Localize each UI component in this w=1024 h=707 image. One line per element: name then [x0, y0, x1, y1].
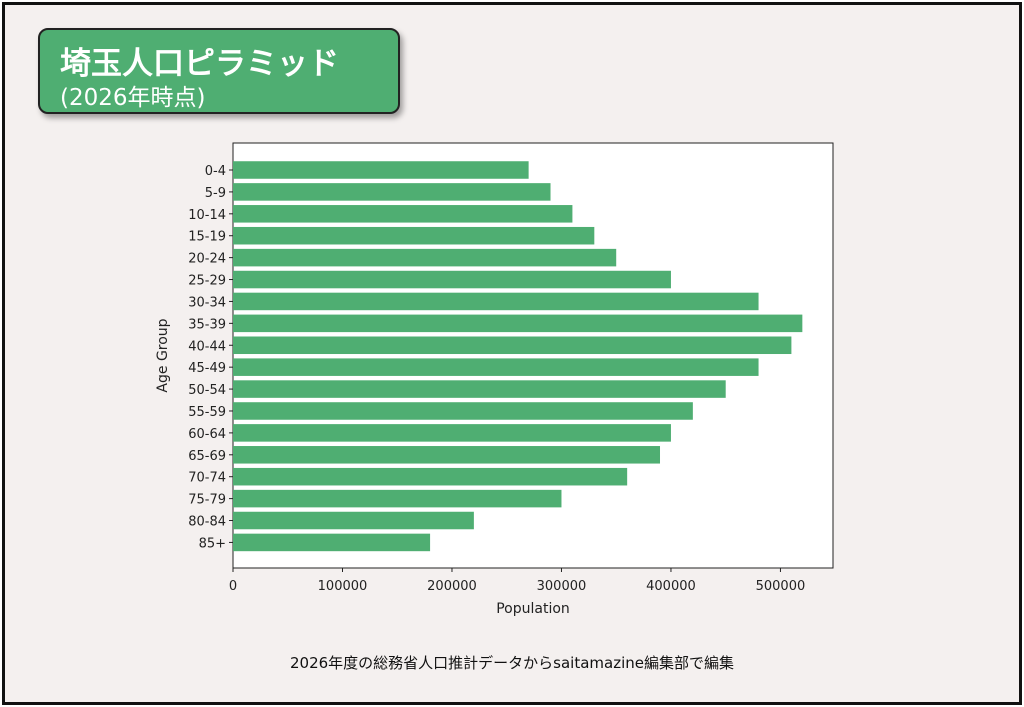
bar-70-74 [233, 467, 628, 486]
title-box: 埼玉人口ピラミッド (2026年時点) [38, 28, 400, 114]
x-tick-label: 300000 [537, 579, 587, 594]
y-tick-label: 65-69 [188, 449, 226, 464]
y-tick-label: 75-79 [188, 493, 226, 508]
y-tick-label: 70-74 [188, 471, 226, 486]
x-tick-label: 200000 [427, 579, 477, 594]
bar-40-44 [233, 336, 792, 355]
y-axis-label: Age Group [155, 318, 171, 392]
y-tick-label: 45-49 [188, 361, 226, 376]
y-tick-label: 80-84 [188, 515, 226, 530]
y-tick-label: 0-4 [205, 164, 226, 179]
bar-35-39 [233, 314, 803, 333]
source-note: 2026年度の総務省人口推計データからsaitamazine編集部で編集 [289, 654, 734, 672]
chart-subtitle: (2026年時点) [60, 85, 206, 111]
bar-85+ [233, 533, 431, 552]
bar-25-29 [233, 270, 671, 289]
y-tick-label: 55-59 [188, 405, 226, 420]
x-tick-label: 400000 [646, 579, 696, 594]
chart-title: 埼玉人口ピラミッド [60, 46, 339, 82]
bar-45-49 [233, 358, 759, 376]
y-tick-label: 30-34 [188, 295, 226, 310]
x-tick-label: 500000 [756, 579, 806, 594]
bar-15-19 [233, 226, 595, 245]
bar-30-34 [233, 292, 759, 311]
bar-0-4 [233, 161, 529, 179]
bar-5-9 [233, 183, 551, 201]
y-tick-label: 85+ [199, 536, 226, 551]
bar-10-14 [233, 205, 573, 223]
x-tick-label: 100000 [318, 579, 368, 594]
y-tick-label: 40-44 [188, 339, 226, 354]
y-tick-label: 50-54 [188, 383, 226, 398]
bar-65-69 [233, 446, 661, 464]
x-tick-label: 0 [229, 579, 237, 594]
y-tick-label: 25-29 [188, 274, 226, 289]
y-tick-label: 5-9 [205, 186, 226, 201]
bar-60-64 [233, 424, 671, 442]
bar-55-59 [233, 402, 693, 420]
bar-80-84 [233, 511, 474, 530]
y-tick-label: 35-39 [188, 317, 226, 332]
y-tick-label: 60-64 [188, 427, 226, 442]
bar-20-24 [233, 248, 617, 267]
bar-75-79 [233, 489, 562, 508]
y-tick-label: 10-14 [188, 208, 226, 223]
y-tick-label: 20-24 [188, 252, 226, 267]
bar-50-54 [233, 380, 726, 398]
y-tick-label: 15-19 [188, 230, 226, 245]
x-axis-label: Population [496, 601, 570, 617]
